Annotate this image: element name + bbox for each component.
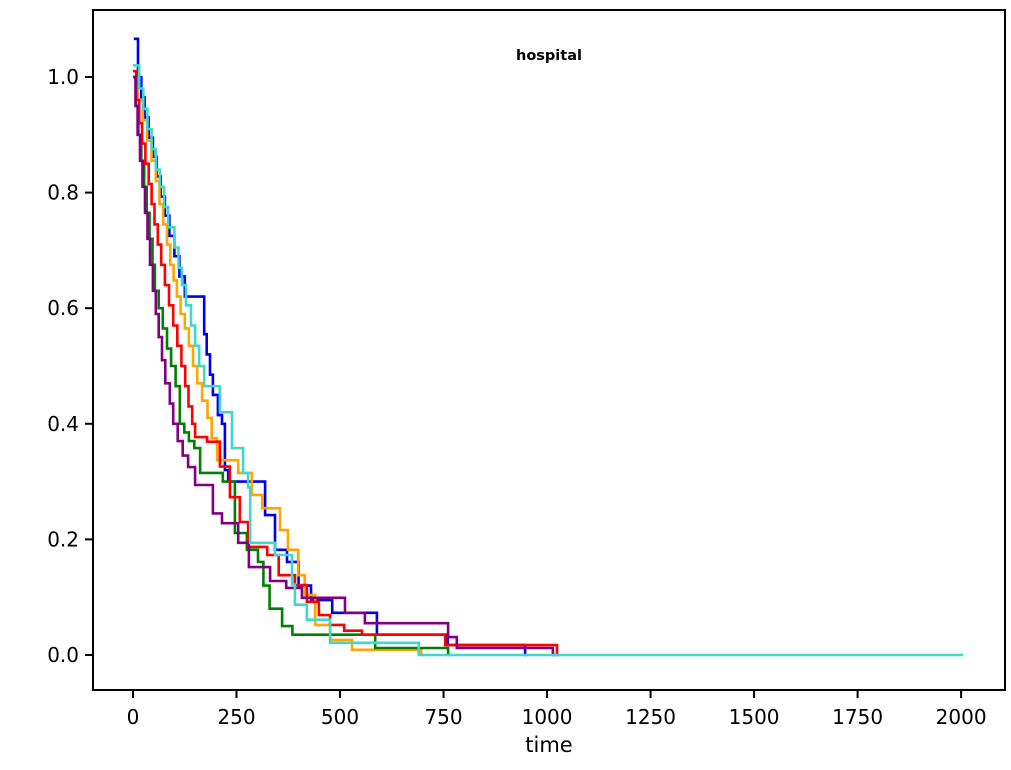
x-tick-label: 2000 [936, 705, 987, 729]
plot-title: hospital [516, 48, 582, 64]
y-tick-label: 0.6 [47, 296, 79, 320]
ticks-layer: 0 250 500 750 1000 1250 1500 1750 2000 0.0 0.2 0.4 0… [47, 65, 986, 729]
curve-turquoise [133, 64, 964, 657]
y-tick-label: 0.8 [47, 181, 79, 205]
x-tick-label: 250 [217, 705, 255, 729]
x-tick-label: 750 [424, 705, 462, 729]
curve-purple [133, 75, 555, 657]
curves-layer [133, 37, 964, 657]
x-tick-label: 1000 [522, 705, 573, 729]
curve-red [133, 69, 560, 657]
x-tick-label: 1750 [832, 705, 883, 729]
curve-green [133, 75, 451, 657]
y-tick-label: 0.4 [47, 412, 79, 436]
x-tick-label: 0 [127, 705, 140, 729]
y-tick-label: 0.0 [47, 643, 79, 667]
x-axis-label: time [525, 733, 572, 757]
axes-frame [92, 9, 1006, 691]
y-tick-label: 1.0 [47, 65, 79, 89]
x-tick-label: 500 [321, 705, 359, 729]
x-tick-label: 1500 [729, 705, 780, 729]
x-tick-label: 1250 [625, 705, 676, 729]
y-tick-label: 0.2 [47, 527, 79, 551]
curve-orange [133, 75, 424, 657]
